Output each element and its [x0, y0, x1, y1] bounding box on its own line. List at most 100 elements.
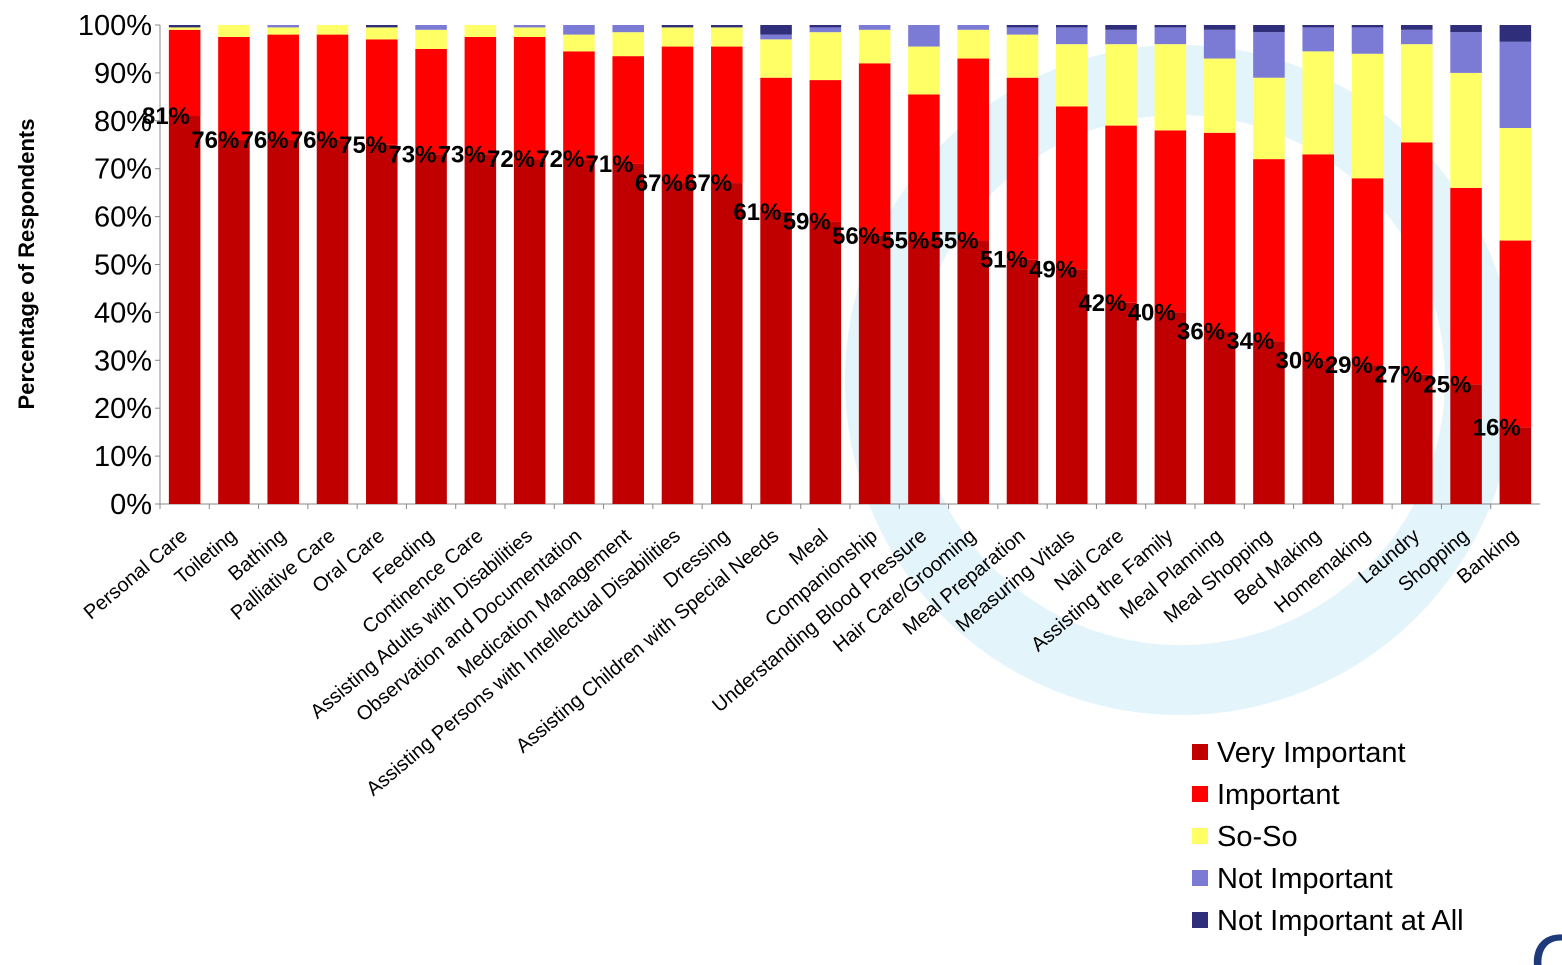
- bar-segment: [1499, 427, 1532, 504]
- bar-segment: [760, 39, 792, 78]
- bar-segment: [464, 36, 497, 155]
- bar-segment: [760, 77, 792, 212]
- value-label: 49%: [1029, 256, 1077, 283]
- value-label: 73%: [438, 141, 486, 168]
- y-axis-label: Percentage of Respondents: [14, 119, 39, 410]
- bar-segment: [366, 144, 398, 504]
- bar-segment: [563, 51, 595, 160]
- bar-segment: [1302, 51, 1334, 155]
- bar-segment: [366, 25, 398, 28]
- legend-swatch: [1192, 744, 1208, 760]
- value-label: 61%: [733, 199, 781, 226]
- bar-segment: [1203, 331, 1236, 504]
- value-label: 81%: [142, 103, 190, 130]
- bar-segment: [1203, 58, 1236, 133]
- value-label: 76%: [241, 127, 289, 154]
- bar-segment: [267, 25, 299, 28]
- bar-segment: [1450, 72, 1482, 188]
- bar-segment: [1154, 130, 1187, 313]
- bar-segment: [513, 27, 546, 37]
- bar-segment: [760, 25, 792, 35]
- value-label: 72%: [536, 146, 584, 173]
- bar-segment: [1351, 178, 1384, 366]
- y-tick-label: 50%: [94, 250, 152, 282]
- bar-segment: [858, 29, 891, 64]
- bar-segment: [809, 32, 842, 81]
- legend-label: Very Important: [1217, 737, 1406, 769]
- bar-segment: [1105, 29, 1137, 45]
- bar-segment: [858, 63, 891, 236]
- bar-segment: [1450, 384, 1482, 504]
- bar-segment: [1450, 32, 1482, 73]
- y-tick-label: 70%: [94, 154, 152, 186]
- bar-segment: [1351, 53, 1384, 179]
- bar-segment: [366, 39, 398, 145]
- bar-segment: [809, 25, 842, 28]
- bar-segment: [661, 46, 694, 184]
- legend-swatch: [1192, 786, 1208, 802]
- bar-segment: [760, 211, 792, 504]
- bar-segment: [267, 139, 299, 504]
- bar-segment: [316, 34, 349, 140]
- bar-segment: [1203, 132, 1236, 332]
- bar-segment: [513, 36, 546, 160]
- y-tick-label: 100%: [78, 10, 152, 42]
- bar-segment: [563, 34, 595, 52]
- bar-segment: [1351, 25, 1384, 28]
- bar-segment: [267, 27, 299, 35]
- bar-segment: [1203, 29, 1236, 59]
- bar-segment: [1302, 27, 1334, 52]
- value-label: 25%: [1423, 371, 1471, 398]
- bar-segment: [1105, 44, 1137, 126]
- value-label: 72%: [487, 146, 535, 173]
- bar-segment: [1401, 374, 1433, 504]
- bar-segment: [1154, 25, 1187, 28]
- bar-segment: [267, 34, 299, 140]
- value-label: 67%: [684, 170, 732, 197]
- value-label: 51%: [980, 247, 1028, 274]
- bar-segment: [711, 46, 743, 184]
- bar-segment: [809, 80, 842, 222]
- y-tick-label: 80%: [94, 106, 152, 138]
- bar-segment: [1105, 125, 1137, 303]
- y-tick-label: 60%: [94, 202, 152, 234]
- y-tick-label: 40%: [94, 297, 152, 329]
- bar-segment: [1450, 25, 1482, 33]
- bar-segment: [760, 34, 792, 40]
- bar-segment: [612, 163, 644, 504]
- value-label: 55%: [881, 228, 929, 255]
- bar-segment: [711, 27, 743, 47]
- value-label: 76%: [290, 127, 338, 154]
- bar-segment: [1154, 44, 1187, 131]
- bar-segment: [711, 25, 743, 28]
- bar-segment: [957, 58, 989, 241]
- bar-segment: [661, 25, 694, 28]
- bar-segment: [218, 139, 250, 504]
- bar-segment: [218, 36, 250, 140]
- bar-segment: [563, 25, 595, 35]
- legend-label: So-So: [1217, 821, 1298, 853]
- value-label: 34%: [1226, 328, 1274, 355]
- value-label: 42%: [1078, 290, 1126, 317]
- bar-segment: [858, 235, 891, 504]
- legend-label: Important: [1217, 779, 1340, 811]
- bar-segment: [1302, 360, 1334, 504]
- bar-segment: [218, 25, 250, 37]
- bar-segment: [513, 159, 546, 504]
- value-label: 55%: [931, 228, 979, 255]
- y-tick-label: 90%: [94, 58, 152, 90]
- bar-segment: [809, 221, 842, 504]
- bar-segment: [661, 183, 694, 504]
- bar-segment: [1253, 77, 1285, 160]
- bar-segment: [415, 25, 447, 30]
- bar-segment: [1154, 27, 1187, 45]
- legend-label: Not Important: [1217, 863, 1393, 895]
- bar-segment: [1006, 25, 1039, 28]
- bar-segment: [168, 116, 201, 504]
- bar-segment: [1302, 154, 1334, 361]
- bar-segment: [1056, 25, 1088, 28]
- value-label: 40%: [1128, 299, 1176, 326]
- bar-segment: [168, 25, 201, 28]
- bar-segment: [908, 94, 940, 241]
- bar-segment: [809, 27, 842, 33]
